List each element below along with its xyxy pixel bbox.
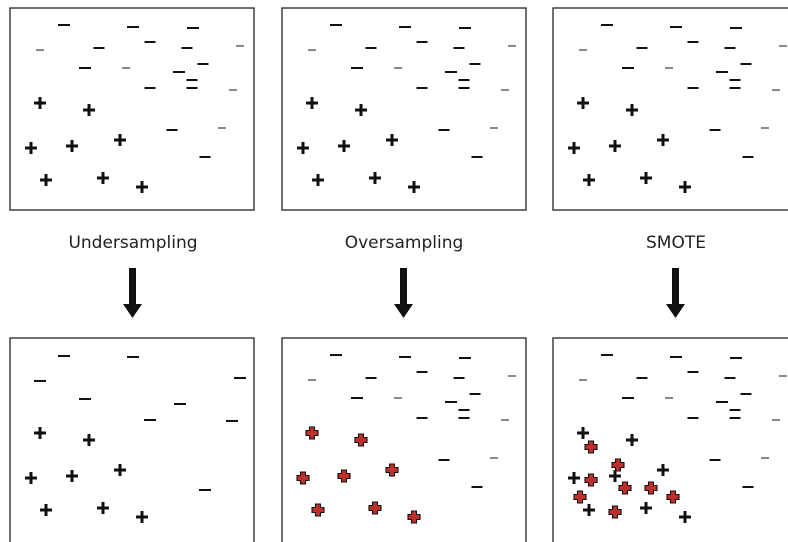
plus-sign [66, 470, 78, 482]
arrow [666, 268, 685, 318]
plus-sign [34, 427, 46, 439]
plus-sign [83, 104, 95, 116]
plus-sign [609, 140, 621, 152]
plus-sign [657, 464, 669, 476]
arrows [123, 268, 685, 318]
bottom-box [9, 337, 255, 542]
panel-label: Oversampling [345, 233, 464, 253]
synthetic-plus [644, 481, 658, 495]
plus-sign [583, 504, 595, 516]
synthetic-plus [608, 505, 622, 519]
synthetic-plus [611, 458, 625, 472]
plus-sign [306, 97, 318, 109]
plus-sign [312, 174, 324, 186]
plus-sign [355, 104, 367, 116]
plus-sign [386, 134, 398, 146]
plus-sign [568, 472, 580, 484]
symbols [25, 24, 787, 524]
panel-label: Undersampling [68, 233, 197, 253]
synthetic-plus [385, 463, 399, 477]
plus-sign [657, 134, 669, 146]
synthetic-plus [337, 469, 351, 483]
synthetic-plus [666, 490, 680, 504]
plus-sign [40, 174, 52, 186]
plus-sign [640, 172, 652, 184]
plus-sign [338, 140, 350, 152]
plus-sign [640, 502, 652, 514]
plus-sign [114, 134, 126, 146]
synthetic-plus [354, 433, 368, 447]
plus-sign [25, 142, 37, 154]
synthetic-plus [584, 473, 598, 487]
plus-sign [679, 181, 691, 193]
plus-sign [609, 470, 621, 482]
plus-sign [34, 97, 46, 109]
synthetic-plus [573, 490, 587, 504]
synthetic-plus [368, 501, 382, 515]
bottom-box [552, 337, 788, 542]
synthetic-plus [305, 426, 319, 440]
synthetic-plus [584, 440, 598, 454]
plus-sign [66, 140, 78, 152]
plus-sign [97, 172, 109, 184]
plus-sign [626, 104, 638, 116]
plus-sign [297, 142, 309, 154]
plus-sign [97, 502, 109, 514]
plus-sign [136, 511, 148, 523]
plus-sign [626, 434, 638, 446]
synthetic-plus [296, 471, 310, 485]
synthetic-plus [618, 481, 632, 495]
arrow [394, 268, 413, 318]
plus-sign [583, 174, 595, 186]
plus-sign [577, 97, 589, 109]
plus-sign [679, 511, 691, 523]
top-box [281, 7, 527, 211]
panel-label: SMOTE [646, 233, 706, 253]
plus-sign [577, 427, 589, 439]
plus-sign [114, 464, 126, 476]
plus-sign [369, 172, 381, 184]
plus-sign [568, 142, 580, 154]
plus-sign [408, 181, 420, 193]
synthetic-plus [407, 510, 421, 524]
arrow [123, 268, 142, 318]
plus-sign [25, 472, 37, 484]
top-box [9, 7, 255, 211]
top-box [552, 7, 788, 211]
plus-sign [83, 434, 95, 446]
synthetic-plus [311, 503, 325, 517]
plus-sign [136, 181, 148, 193]
plus-sign [40, 504, 52, 516]
